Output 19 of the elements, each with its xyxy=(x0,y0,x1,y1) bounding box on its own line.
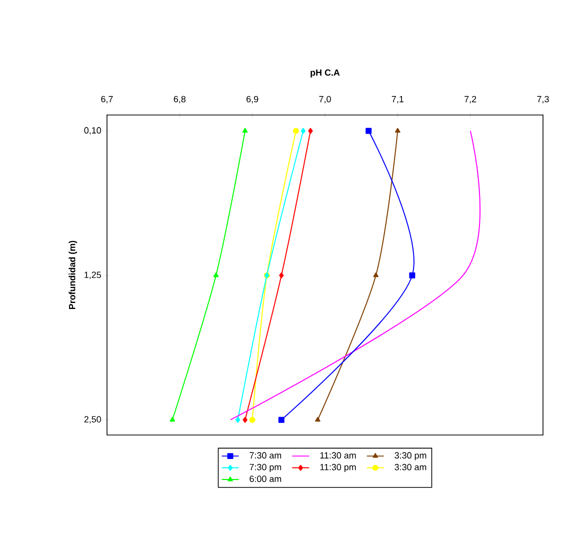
legend-label: 11:30 am xyxy=(320,452,356,459)
x-tick-label: 6,9 xyxy=(246,96,258,104)
legend-label: 6:00 am xyxy=(250,476,282,482)
y-tick-label: 2,50 xyxy=(84,416,102,424)
legend-label: 3:30 pm xyxy=(394,452,426,460)
y-tick-label: 0,10 xyxy=(84,127,102,135)
legend-label: 11:30 pm xyxy=(320,464,356,472)
x-tick-label: 7,3 xyxy=(537,96,549,104)
y-axis-title: Profundidad (m) xyxy=(68,240,78,310)
x-tick-label: 6,7 xyxy=(101,96,113,104)
x-tick-label: 7,0 xyxy=(319,96,331,104)
x-tick-label: 6,8 xyxy=(174,96,186,104)
x-tick-label: 7,1 xyxy=(392,96,404,104)
legend-label: 7:30 am xyxy=(250,452,282,459)
legend-label: 7:30 pm xyxy=(250,464,282,472)
chart-title: pH C.A xyxy=(310,69,340,78)
x-tick-label: 7,2 xyxy=(464,96,476,104)
y-tick-label: 1,25 xyxy=(84,272,101,280)
legend-label: 3:30 am xyxy=(394,464,426,470)
